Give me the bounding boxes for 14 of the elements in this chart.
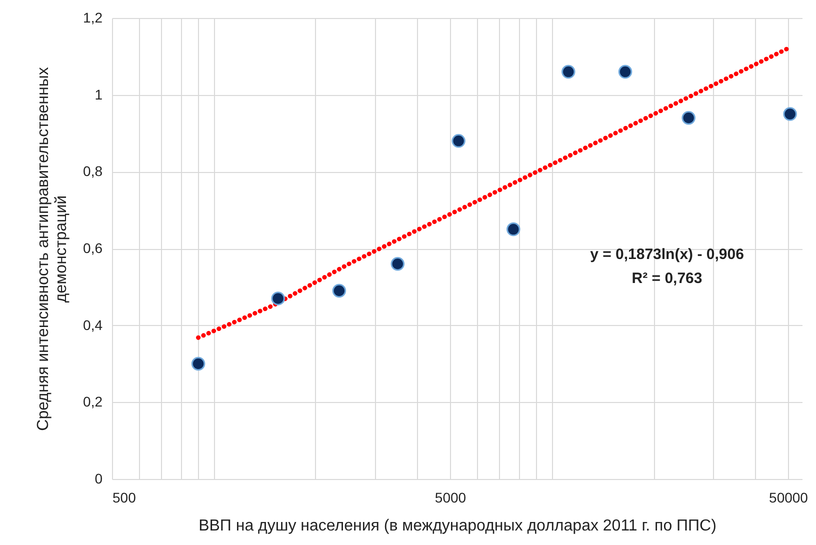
x-axis-title: ВВП на душу населения (в международных долларах 2011 г. по ППС) — [198, 518, 716, 534]
x-tick-label: 500 — [112, 490, 136, 506]
y-tick-label: 1 — [94, 86, 103, 102]
x-tick-label: 5000 — [434, 490, 466, 506]
x-tick-label: 50000 — [769, 490, 808, 506]
y-tick-label: 0,4 — [83, 316, 103, 333]
y-tick-label: 0,6 — [83, 240, 103, 256]
y-tick-label: 0,2 — [83, 394, 103, 410]
annotation: R² = 0,763 — [632, 270, 702, 287]
y-axis-title: Средняя интенсивность антиправительственных демонстраций — [35, 67, 70, 431]
y-tick-label: 0 — [94, 470, 103, 486]
y-tick-label: 1,2 — [83, 10, 103, 26]
annotation: y = 0,1873ln(x) - 0,906 — [590, 246, 744, 263]
y-tick-label: 0,8 — [83, 163, 103, 180]
